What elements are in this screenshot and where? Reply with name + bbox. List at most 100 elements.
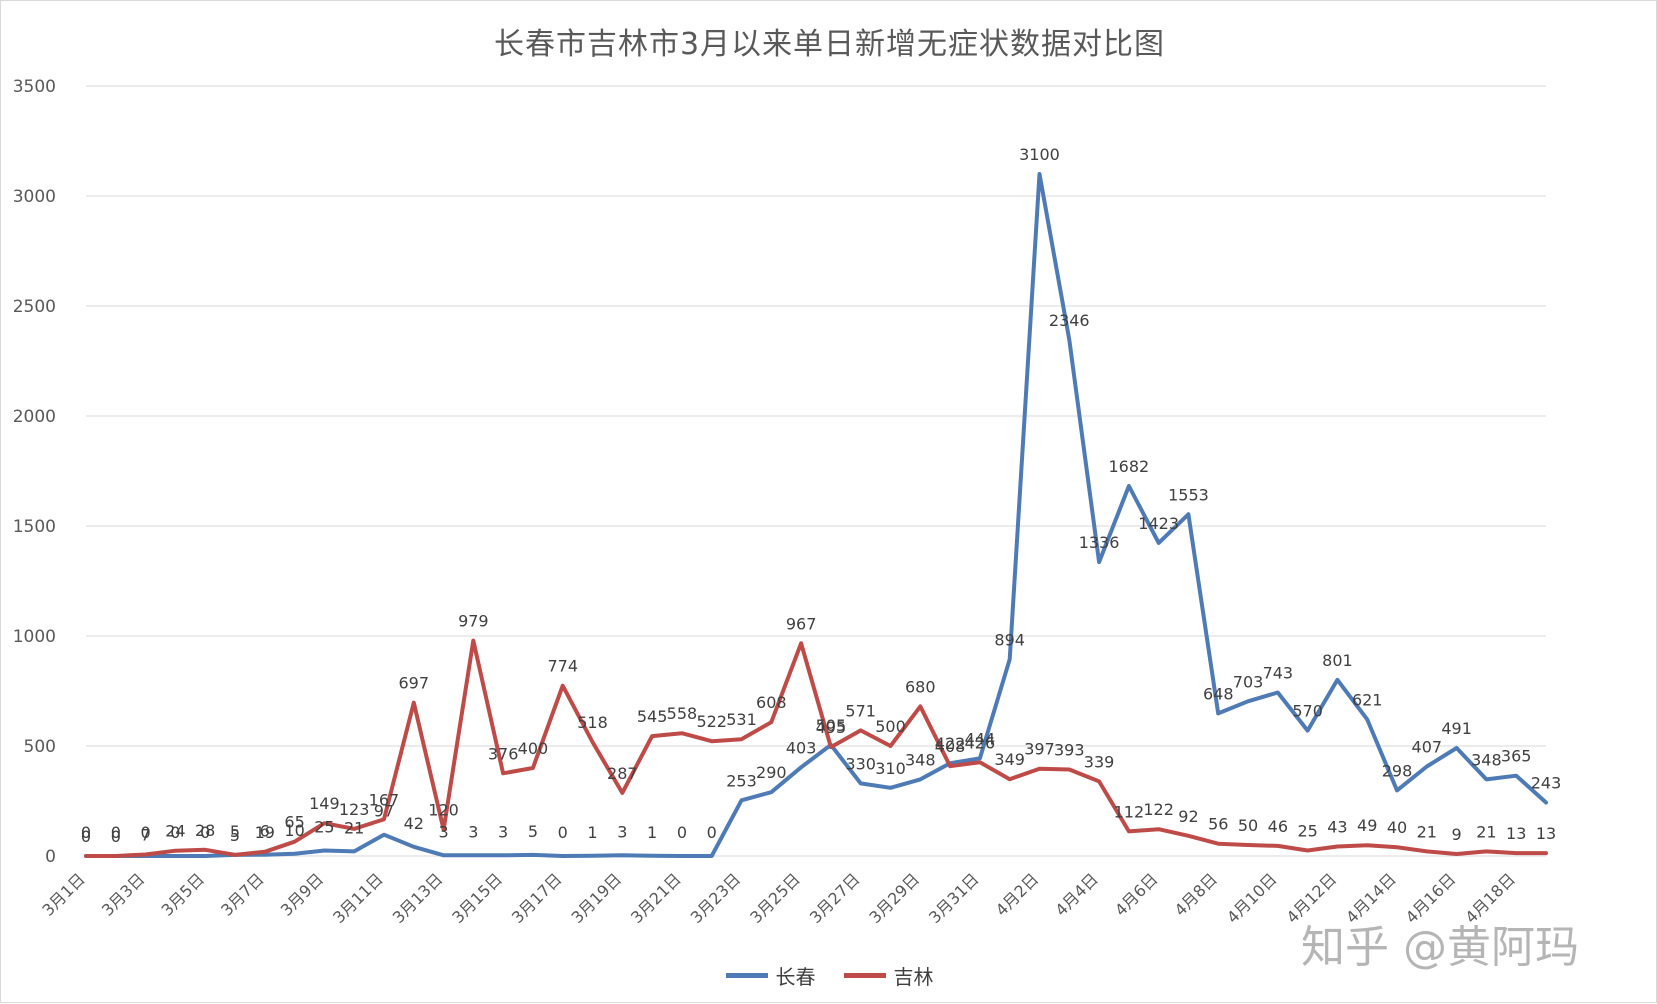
data-label: 0: [140, 823, 150, 842]
data-label: 558: [667, 704, 698, 723]
data-label: 408: [935, 737, 966, 756]
data-label: 0: [111, 823, 121, 842]
data-label: 3100: [1019, 145, 1060, 164]
x-tick-label: 3月29日: [865, 869, 923, 927]
data-label: 0: [200, 823, 210, 842]
x-tick-label: 3月27日: [806, 869, 864, 927]
x-tick-label: 3月9日: [277, 869, 327, 919]
data-label: 505: [816, 716, 847, 735]
data-label: 376: [488, 744, 519, 763]
data-label: 21: [344, 818, 364, 837]
data-label: 2346: [1049, 311, 1090, 330]
data-label: 495: [816, 718, 847, 737]
x-tick-label: 3月25日: [746, 869, 804, 927]
legend: 长春 吉林: [1, 961, 1657, 990]
x-tick-label: 3月19日: [567, 869, 625, 927]
legend-swatch-changchun: [725, 973, 768, 978]
series-lines: [84, 172, 1548, 858]
series-line-0: [84, 172, 1548, 858]
x-tick-label: 3月17日: [508, 869, 566, 927]
legend-item-changchun[interactable]: 长春: [725, 961, 816, 990]
data-label: 348: [905, 750, 936, 769]
data-label: 774: [547, 657, 578, 676]
data-label: 6: [260, 822, 270, 841]
y-tick-label: 1000: [13, 627, 56, 647]
x-tick-label: 4月2日: [992, 869, 1042, 919]
x-tick-label: 4月8日: [1171, 869, 1221, 919]
data-label: 3: [438, 822, 448, 841]
x-tick-label: 3月5日: [158, 869, 208, 919]
data-label: 0: [81, 827, 91, 846]
data-label: 3: [498, 822, 508, 841]
data-label: 310: [875, 759, 906, 778]
data-label: 10: [284, 821, 304, 840]
data-label: 3: [617, 822, 627, 841]
data-label: 40: [1387, 818, 1407, 837]
data-label: 0: [677, 823, 687, 842]
data-label: 21: [1476, 822, 1496, 841]
data-label: 571: [845, 701, 876, 720]
legend-item-jilin[interactable]: 吉林: [843, 961, 934, 990]
data-label: 545: [637, 707, 668, 726]
legend-label-jilin: 吉林: [893, 965, 934, 989]
y-axis-labels: 0 500 1000 1500 2000 2500 3000 3500: [13, 77, 56, 867]
data-label: 0: [170, 823, 180, 842]
y-tick-label: 1500: [13, 517, 56, 537]
data-label: 13: [1506, 824, 1526, 843]
data-label: 894: [994, 630, 1025, 649]
data-label: 393: [1054, 741, 1085, 760]
data-label: 43: [1327, 818, 1347, 837]
data-label: 330: [845, 754, 876, 773]
data-label: 621: [1352, 690, 1383, 709]
data-label: 491: [1441, 719, 1472, 738]
y-tick-label: 2000: [13, 407, 56, 427]
data-label: 9: [1452, 825, 1462, 844]
data-label: 5: [230, 822, 240, 841]
data-label: 112: [1114, 802, 1145, 821]
data-label: 339: [1084, 752, 1115, 771]
y-tick-label: 3500: [13, 77, 56, 97]
data-label: 703: [1233, 672, 1264, 691]
data-label: 680: [905, 677, 936, 696]
data-label: 697: [398, 674, 429, 693]
legend-swatch-jilin: [843, 973, 886, 978]
data-label: 0: [558, 823, 568, 842]
data-label: 531: [726, 710, 757, 729]
data-label: 149: [309, 794, 340, 813]
data-label: 500: [875, 717, 906, 736]
x-tick-label: 3月1日: [38, 869, 88, 919]
data-label: 407: [1412, 737, 1443, 756]
data-label: 97: [374, 802, 394, 821]
x-tick-label: 3月21日: [627, 869, 685, 927]
data-label: 348: [1471, 750, 1502, 769]
data-label: 298: [1382, 761, 1413, 780]
data-label: 444: [965, 729, 996, 748]
data-label: 21: [1417, 822, 1437, 841]
data-label: 5: [230, 826, 240, 845]
data-label: 243: [1531, 774, 1562, 793]
legend-label-changchun: 长春: [775, 965, 816, 989]
x-tick-label: 3月31日: [925, 869, 983, 927]
data-label: 65: [284, 813, 304, 832]
x-tick-label: 3月7日: [217, 869, 267, 919]
data-label: 0: [81, 823, 91, 842]
data-label: 50: [1238, 816, 1258, 835]
data-label: 608: [756, 693, 787, 712]
x-tick-label: 4月4日: [1051, 869, 1101, 919]
x-tick-label: 3月23日: [687, 869, 745, 927]
data-label: 42: [404, 814, 424, 833]
y-tick-label: 0: [45, 847, 56, 867]
x-tick-label: 4月6日: [1111, 869, 1161, 919]
data-label: 422: [935, 734, 966, 753]
data-label: 648: [1203, 684, 1234, 703]
data-label: 570: [1292, 702, 1323, 721]
data-label: 56: [1208, 815, 1228, 834]
data-label: 167: [369, 790, 400, 809]
data-label: 400: [518, 739, 549, 758]
data-label: 5: [528, 822, 538, 841]
data-label: 24: [165, 822, 185, 841]
data-label: 92: [1178, 807, 1198, 826]
data-label: 349: [994, 750, 1025, 769]
